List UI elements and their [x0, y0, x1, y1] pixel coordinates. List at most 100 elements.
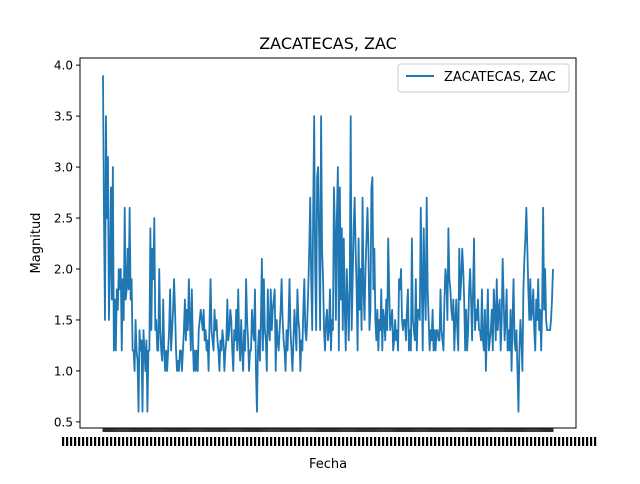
x-tick-label-glyph	[306, 437, 309, 446]
x-tick-label-glyph	[158, 437, 161, 446]
x-tick-label-glyph	[538, 437, 541, 446]
legend-label: ZACATECAS, ZAC	[444, 70, 556, 85]
x-tick-label-glyph	[546, 437, 549, 446]
x-tick-label-glyph	[218, 437, 221, 446]
x-tick-label-glyph	[490, 437, 493, 446]
x-axis-ticks	[62, 428, 597, 446]
x-tick-label-glyph	[162, 437, 165, 446]
x-tick-label-glyph	[286, 437, 289, 446]
y-axis-label: Magnitud	[29, 213, 44, 274]
x-tick-label-glyph	[246, 437, 249, 446]
x-tick-label-glyph	[370, 437, 373, 446]
x-tick-label-glyph	[542, 437, 545, 446]
x-tick-label-glyph	[86, 437, 89, 446]
x-tick-label-glyph	[194, 437, 197, 446]
x-tick-label-glyph	[154, 437, 157, 446]
x-tick-label-glyph	[358, 437, 361, 446]
x-tick-label-glyph	[498, 437, 501, 446]
y-tick-label: 1.5	[54, 313, 73, 327]
x-tick-label-glyph	[398, 437, 401, 446]
x-tick-label-glyph	[526, 437, 529, 446]
x-tick-label-glyph	[214, 437, 217, 446]
x-tick-label-glyph	[366, 437, 369, 446]
x-tick-label-glyph	[310, 437, 313, 446]
x-tick-label-glyph	[274, 437, 277, 446]
x-tick-label-glyph	[418, 437, 421, 446]
x-tick-label-glyph	[462, 437, 465, 446]
x-tick-label-glyph	[446, 437, 449, 446]
x-tick-label-glyph	[262, 437, 265, 446]
x-tick-label-glyph	[510, 437, 513, 446]
x-tick-label-glyph	[186, 437, 189, 446]
y-tick-label: 1.0	[54, 364, 73, 378]
x-tick-label-glyph	[150, 437, 153, 446]
x-tick-label-glyph	[530, 437, 533, 446]
y-tick-label: 3.5	[54, 110, 73, 124]
x-tick-label-glyph	[454, 437, 457, 446]
x-tick-label-glyph	[594, 437, 597, 446]
x-tick-label-glyph	[534, 437, 537, 446]
x-tick-label-glyph	[566, 437, 569, 446]
x-tick-label-glyph	[110, 437, 113, 446]
x-tick-label-glyph	[506, 437, 509, 446]
legend: ZACATECAS, ZAC	[397, 63, 570, 93]
x-tick-label-glyph	[426, 437, 429, 446]
x-tick-label-glyph	[254, 437, 257, 446]
x-tick-label-glyph	[374, 437, 377, 446]
x-tick-label-glyph	[130, 437, 133, 446]
x-tick-label-glyph	[554, 437, 557, 446]
x-tick-label-glyph	[278, 437, 281, 446]
x-tick-label-glyph	[442, 437, 445, 446]
x-tick-label-glyph	[314, 437, 317, 446]
x-tick-label-glyph	[234, 437, 237, 446]
x-tick-label-glyph	[550, 437, 553, 446]
legend-box	[397, 63, 570, 93]
x-tick-label-glyph	[70, 437, 73, 446]
x-tick-label-glyph	[486, 437, 489, 446]
x-tick-label-glyph	[114, 437, 117, 446]
y-tick-label: 2.0	[54, 262, 73, 276]
x-tick-label-glyph	[470, 437, 473, 446]
x-tick-label-glyph	[82, 437, 85, 446]
x-tick-label-glyph	[382, 437, 385, 446]
x-tick-label-glyph	[330, 437, 333, 446]
x-tick-label-glyph	[458, 437, 461, 446]
x-tick-label-glyph	[118, 437, 121, 446]
x-tick-label-glyph	[174, 437, 177, 446]
x-tick-label-glyph	[350, 437, 353, 446]
x-tick-label-glyph	[238, 437, 241, 446]
x-tick-label-glyph	[394, 437, 397, 446]
y-tick-label: 0.5	[54, 415, 73, 429]
x-tick-label-glyph	[282, 437, 285, 446]
x-tick-label-glyph	[190, 437, 193, 446]
x-tick-label-glyph	[402, 437, 405, 446]
x-tick-label-glyph	[106, 437, 109, 446]
x-tick-label-glyph	[206, 437, 209, 446]
x-tick-label-glyph	[230, 437, 233, 446]
x-tick-label-glyph	[502, 437, 505, 446]
x-tick-label-glyph	[126, 437, 129, 446]
x-tick-label-glyph	[466, 437, 469, 446]
x-tick-label-glyph	[386, 437, 389, 446]
x-tick-label-glyph	[414, 437, 417, 446]
x-tick-label-glyph	[562, 437, 565, 446]
x-tick-label-glyph	[302, 437, 305, 446]
x-tick-label-glyph	[266, 437, 269, 446]
x-tick-label-glyph	[570, 437, 573, 446]
x-tick-label-glyph	[294, 437, 297, 446]
x-tick-label-glyph	[102, 437, 105, 446]
x-tick-label-glyph	[334, 437, 337, 446]
x-tick-label-glyph	[270, 437, 273, 446]
x-tick-label-glyph	[342, 437, 345, 446]
x-axis-label: Fecha	[309, 457, 347, 472]
x-tick-label-glyph	[202, 437, 205, 446]
x-tick-label-glyph	[474, 437, 477, 446]
x-tick-label-glyph	[346, 437, 349, 446]
x-tick-label-glyph	[390, 437, 393, 446]
x-tick-label-glyph	[138, 437, 141, 446]
x-tick-label-glyph	[290, 437, 293, 446]
x-tick-label-glyph	[142, 437, 145, 446]
x-tick-label-glyph	[66, 437, 69, 446]
